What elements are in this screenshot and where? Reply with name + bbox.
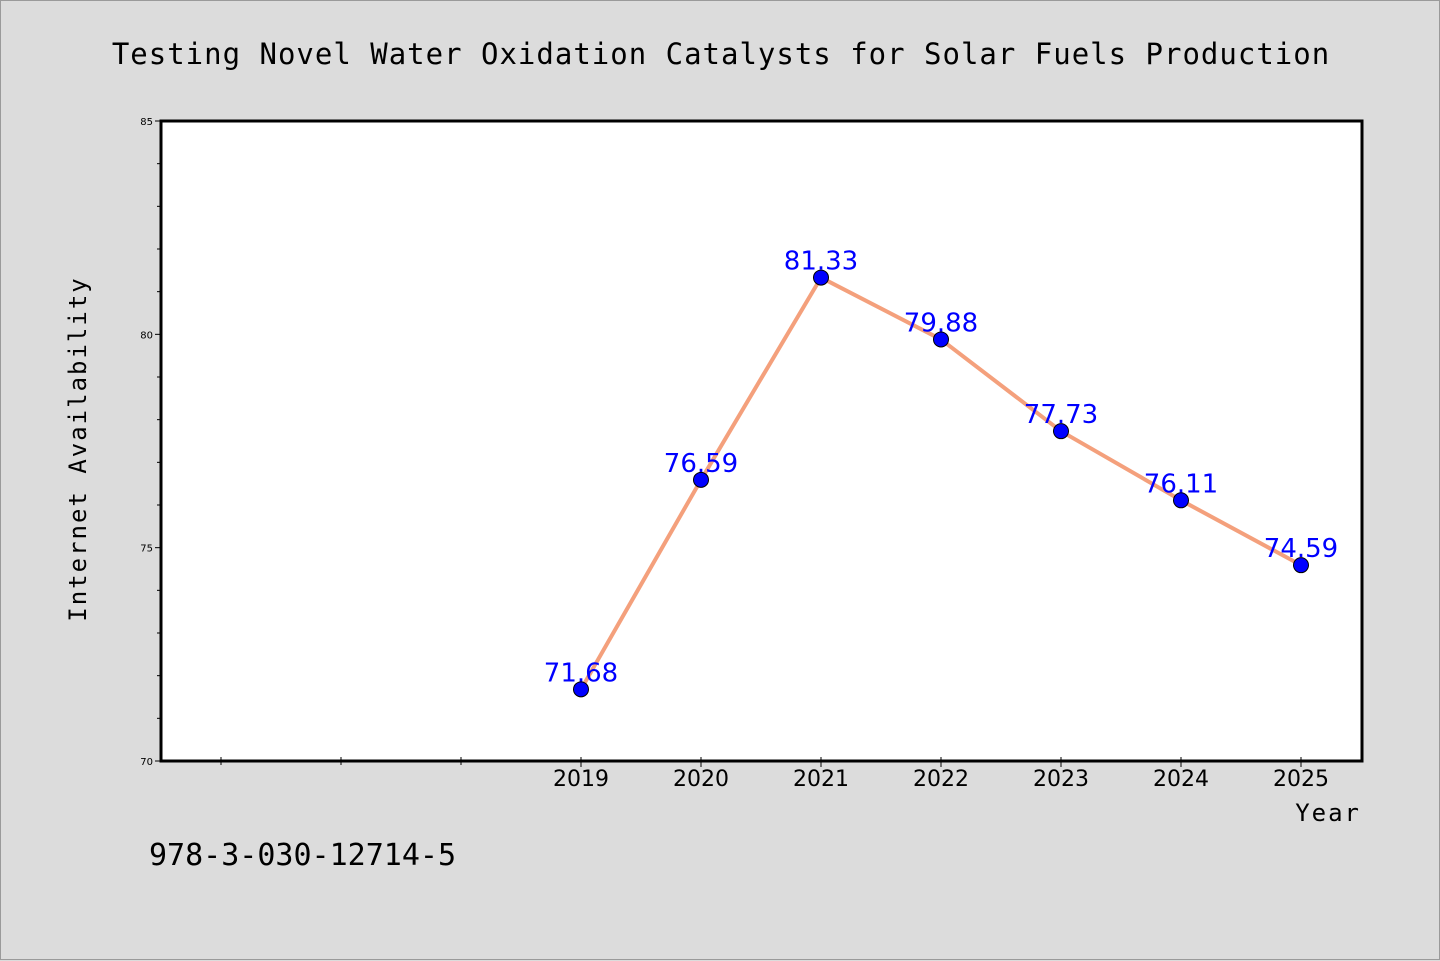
data-label: 79.88 [904,308,978,338]
data-point [813,269,829,286]
data-label: 74.59 [1264,534,1338,564]
x-axis: 2019 2020 2021 2022 2023 2024 2025 [220,757,1329,792]
x-tick-label: 2025 [1273,767,1329,792]
x-tick-label: 2021 [793,767,849,792]
data-label: 76.11 [1144,469,1218,499]
data-point [573,681,589,698]
data-label: 71.68 [544,658,618,688]
x-tick-label: 2020 [673,767,729,792]
data-label: 76.59 [664,449,738,479]
data-label: 81.33 [784,247,858,277]
x-tick-label: 2023 [1033,767,1089,792]
y-axis: 70 75 80 85 [140,117,161,768]
x-tick-label: 2022 [913,767,969,792]
y-axis-label: Internet Availability [64,276,92,621]
chart-title: Testing Novel Water Oxidation Catalysts … [112,37,1330,71]
data-point [933,331,949,348]
data-point [1053,423,1069,440]
data-point [1293,557,1309,574]
y-tick-label: 70 [140,757,153,768]
x-axis-label: Year [1295,799,1361,827]
y-tick-label: 80 [140,330,153,341]
y-tick-label: 85 [140,117,153,128]
series-layer: 71.68 76.59 81.33 79.88 77.73 76.11 74.59 [544,247,1338,698]
data-point [1173,492,1189,509]
plot-area [159,119,1364,763]
isbn-label: 978-3-030-12714-5 [149,838,456,873]
x-tick-label: 2024 [1153,767,1209,792]
y-tick-label: 75 [140,544,153,555]
data-label: 77.73 [1024,400,1098,430]
data-point [693,471,709,488]
x-tick-label: 2019 [553,767,609,792]
